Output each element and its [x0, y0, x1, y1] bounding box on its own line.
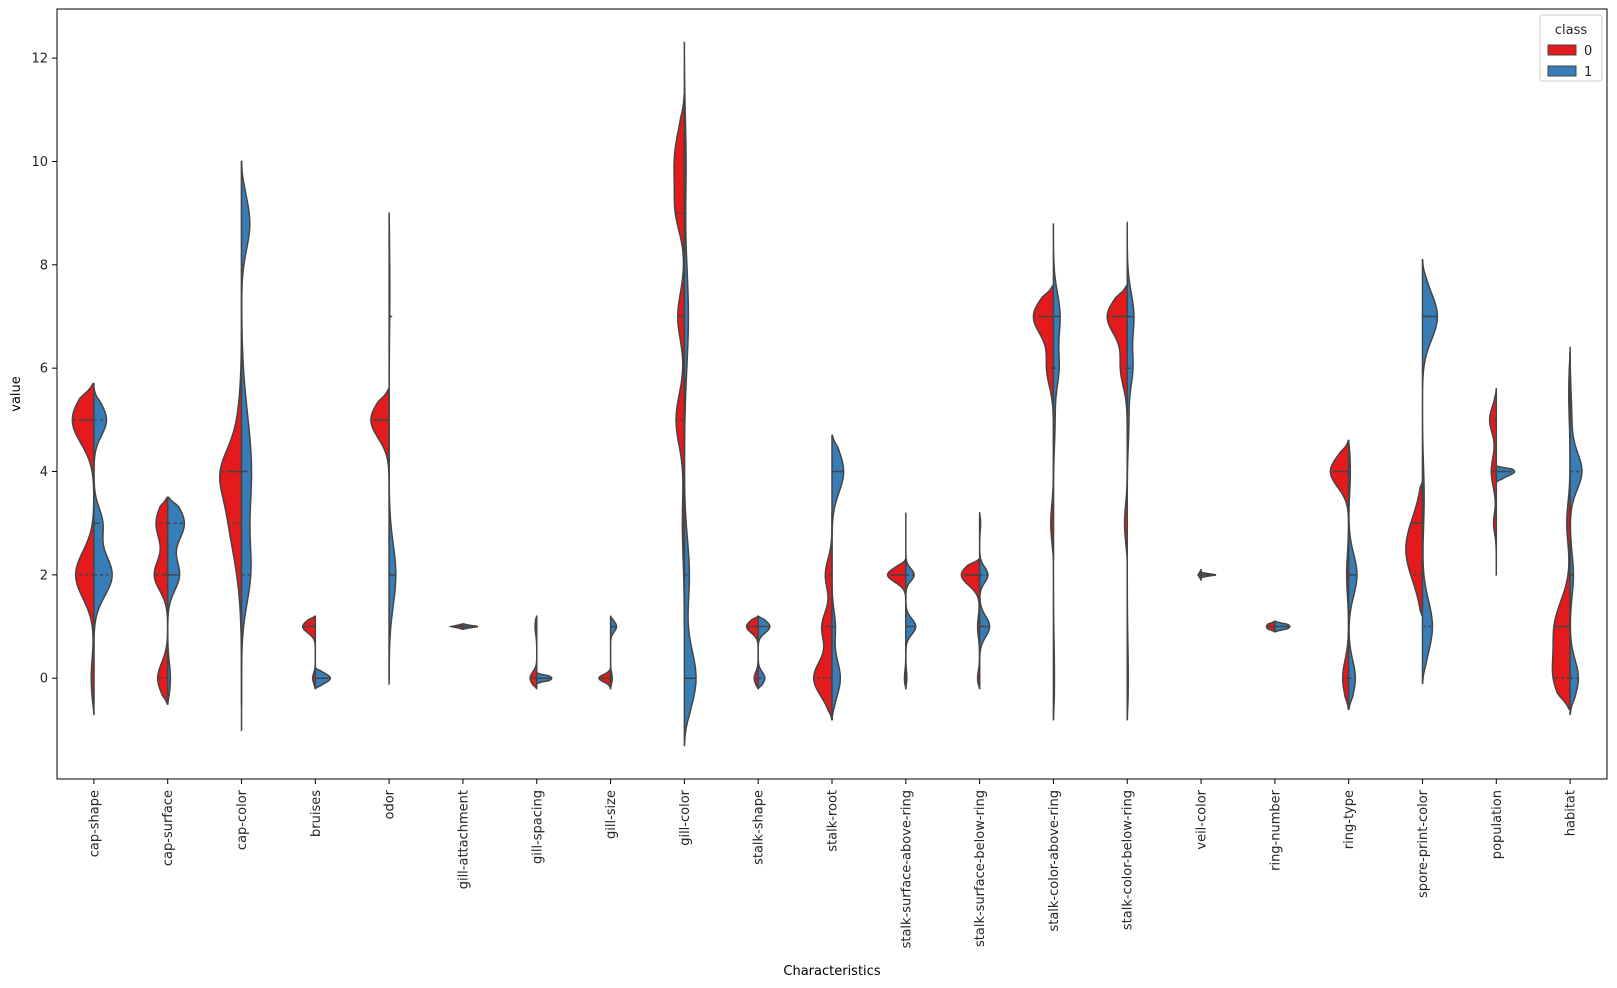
x-tick-label-population: population	[1490, 790, 1505, 859]
violin-half-class-1-stalk-color-above-ring	[1052, 223, 1061, 721]
x-tick-label-bruises: bruises	[309, 790, 324, 837]
y-tick-label: 12	[31, 52, 48, 67]
violin-half-class-0-odor	[370, 388, 390, 686]
y-tick-label: 2	[40, 568, 48, 583]
x-tick-label-gill-attachment: gill-attachment	[456, 790, 471, 889]
x-tick-label-stalk-color-above-ring: stalk-color-above-ring	[1047, 790, 1062, 932]
x-tick-label-gill-spacing: gill-spacing	[530, 790, 545, 864]
x-tick-label-stalk-surface-below-ring: stalk-surface-below-ring	[973, 790, 988, 947]
x-axis-label: Characteristics	[783, 964, 880, 979]
violin-half-class-0-stalk-color-above-ring	[1032, 284, 1055, 561]
legend-label-class-0: 0	[1584, 44, 1592, 59]
x-tick-label-veil-color: veil-color	[1195, 789, 1210, 849]
violin-half-class-1-habitat	[1569, 347, 1583, 716]
violin-half-class-0-gill-color	[673, 93, 686, 628]
x-tick-label-habitat: habitat	[1564, 790, 1579, 836]
x-tick-label-ring-number: ring-number	[1268, 789, 1283, 871]
violin-half-class-0-spore-print-color	[1405, 481, 1424, 617]
legend-title: class	[1555, 23, 1587, 38]
x-tick-label-stalk-shape: stalk-shape	[752, 790, 767, 865]
x-tick-label-spore-print-color: spore-print-color	[1416, 789, 1431, 898]
violin-half-class-1-cap-surface	[166, 496, 186, 705]
violin-half-class-1-spore-print-color	[1421, 258, 1439, 685]
legend: class 0 1	[1539, 14, 1603, 82]
legend-swatch-class-0	[1547, 44, 1577, 56]
y-axis-label: value	[9, 376, 24, 412]
violin-half-class-0-stalk-color-below-ring	[1106, 284, 1128, 561]
y-tick-label: 0	[40, 672, 48, 687]
x-tick-label-gill-color: gill-color	[678, 789, 693, 845]
y-tick-label: 10	[31, 155, 48, 170]
violin-half-class-1-stalk-color-below-ring	[1126, 223, 1135, 721]
violin-half-class-0-stalk-surface-below-ring	[960, 558, 981, 690]
y-axis: 0 2 4 6 8 10 12	[31, 52, 57, 687]
legend-swatch-class-1	[1547, 65, 1577, 77]
violin-half-class-0-ring-type	[1329, 439, 1350, 711]
violin-half-class-0-cap-shape	[71, 382, 95, 716]
y-tick-label: 6	[40, 362, 48, 377]
violin-half-class-1-odor	[388, 212, 397, 680]
violin-half-class-1-cap-color	[240, 160, 253, 732]
y-tick-label: 8	[40, 258, 48, 273]
x-tick-label-stalk-surface-above-ring: stalk-surface-above-ring	[899, 790, 914, 948]
violin-half-class-1-population	[1495, 465, 1516, 483]
violin-half-class-0-habitat	[1551, 351, 1571, 710]
violin-half-class-0-stalk-root	[812, 512, 833, 721]
x-tick-label-odor: odor	[383, 789, 398, 819]
x-tick-label-cap-surface: cap-surface	[161, 790, 176, 866]
x-tick-label-stalk-root: stalk-root	[826, 790, 841, 852]
x-tick-label-gill-size: gill-size	[604, 790, 619, 839]
x-tick-label-ring-type: ring-type	[1342, 790, 1357, 849]
violin-half-class-1-stalk-root	[831, 434, 845, 721]
violin-half-class-1-cap-shape	[93, 388, 113, 706]
plot-area	[71, 41, 1583, 747]
x-tick-label-cap-color: cap-color	[235, 789, 250, 850]
violin-half-class-0-cap-surface	[153, 496, 169, 705]
violin-half-class-0-population	[1488, 388, 1498, 575]
violin-half-class-0-cap-color	[218, 160, 243, 706]
violin-half-class-0-gill-spacing	[529, 615, 538, 690]
x-tick-label-cap-shape: cap-shape	[87, 790, 102, 857]
x-tick-label-stalk-color-below-ring: stalk-color-below-ring	[1121, 790, 1136, 930]
violin-half-class-0-stalk-surface-above-ring	[886, 558, 907, 690]
y-tick-label: 4	[40, 465, 48, 480]
violin-half-class-1-gill-color	[683, 41, 697, 747]
legend-label-class-1: 1	[1584, 65, 1592, 80]
x-axis: cap-shape cap-surface cap-color bruises odor…	[87, 779, 1579, 948]
violin-half-class-1-stalk-surface-above-ring	[905, 512, 917, 690]
violin-half-class-1-stalk-surface-below-ring	[978, 512, 991, 689]
